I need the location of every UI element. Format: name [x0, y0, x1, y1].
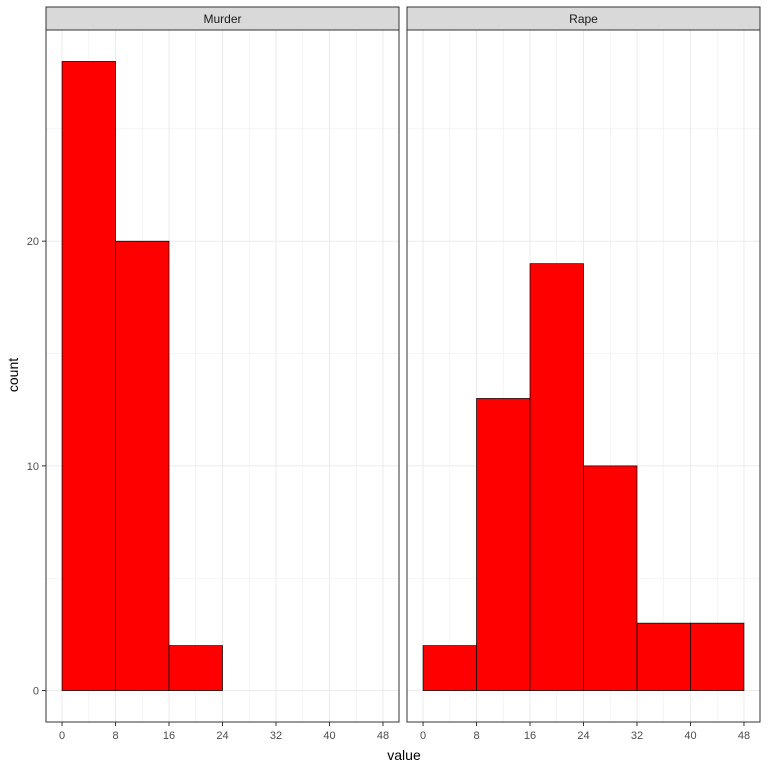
- x-tick-label: 24: [216, 730, 228, 742]
- histogram-bar: [115, 240, 170, 691]
- histogram-bar: [690, 622, 745, 691]
- x-tick-label: 40: [323, 730, 335, 742]
- x-tick-label: 32: [270, 730, 282, 742]
- y-axis-title: count: [5, 358, 21, 392]
- panel-rape: Rape 0 8 16 24 32 40 48: [406, 6, 761, 742]
- x-tick-label: 0: [59, 730, 65, 742]
- x-tick-label: 16: [163, 730, 175, 742]
- facet-strip-label: Murder: [203, 12, 241, 26]
- panel-murder: Murder 0 8 16 24 32 40 48 0 10 20: [27, 6, 400, 742]
- histogram-bar: [168, 645, 223, 691]
- histogram-bar: [636, 622, 691, 691]
- facet-strip-label: Rape: [569, 12, 598, 26]
- x-tick-label: 8: [112, 730, 118, 742]
- y-tick-label: 20: [27, 236, 39, 248]
- x-axis-title: value: [387, 747, 421, 763]
- y-tick-label: 0: [33, 686, 39, 698]
- panels-layer: Murder 0 8 16 24 32 40 48 0 10 20 Rape 0 8 16 24 32 40 48: [27, 6, 761, 742]
- histogram-bar: [61, 61, 116, 691]
- facet-strip: [45, 6, 400, 31]
- x-tick-label: 48: [377, 730, 389, 742]
- histogram-bar: [583, 465, 638, 691]
- x-tick-label: 8: [473, 730, 479, 742]
- x-tick-label: 32: [631, 730, 643, 742]
- x-tick-label: 24: [577, 730, 589, 742]
- x-tick-label: 40: [684, 730, 696, 742]
- histogram-bar: [422, 645, 477, 691]
- y-tick-label: 10: [27, 461, 39, 473]
- histogram-bar: [529, 263, 584, 691]
- x-tick-label: 48: [738, 730, 750, 742]
- x-tick-label: 0: [420, 730, 426, 742]
- histogram-bar: [476, 398, 531, 691]
- facet-strip: [406, 6, 761, 31]
- x-tick-label: 16: [524, 730, 536, 742]
